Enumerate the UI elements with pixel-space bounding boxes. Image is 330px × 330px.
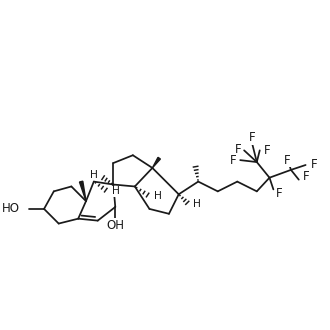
Text: F: F <box>230 154 236 167</box>
Text: H: H <box>90 170 98 180</box>
Text: H: H <box>154 191 162 201</box>
Text: F: F <box>284 154 290 167</box>
Text: F: F <box>311 158 317 172</box>
Text: OH: OH <box>106 219 124 232</box>
Text: H: H <box>112 186 120 196</box>
Text: HO: HO <box>2 202 20 215</box>
Text: F: F <box>264 144 270 157</box>
Text: F: F <box>303 170 309 183</box>
Polygon shape <box>152 157 160 168</box>
Polygon shape <box>80 181 86 201</box>
Text: H: H <box>193 199 201 209</box>
Text: F: F <box>248 131 255 144</box>
Text: F: F <box>276 187 283 200</box>
Text: F: F <box>235 143 241 156</box>
